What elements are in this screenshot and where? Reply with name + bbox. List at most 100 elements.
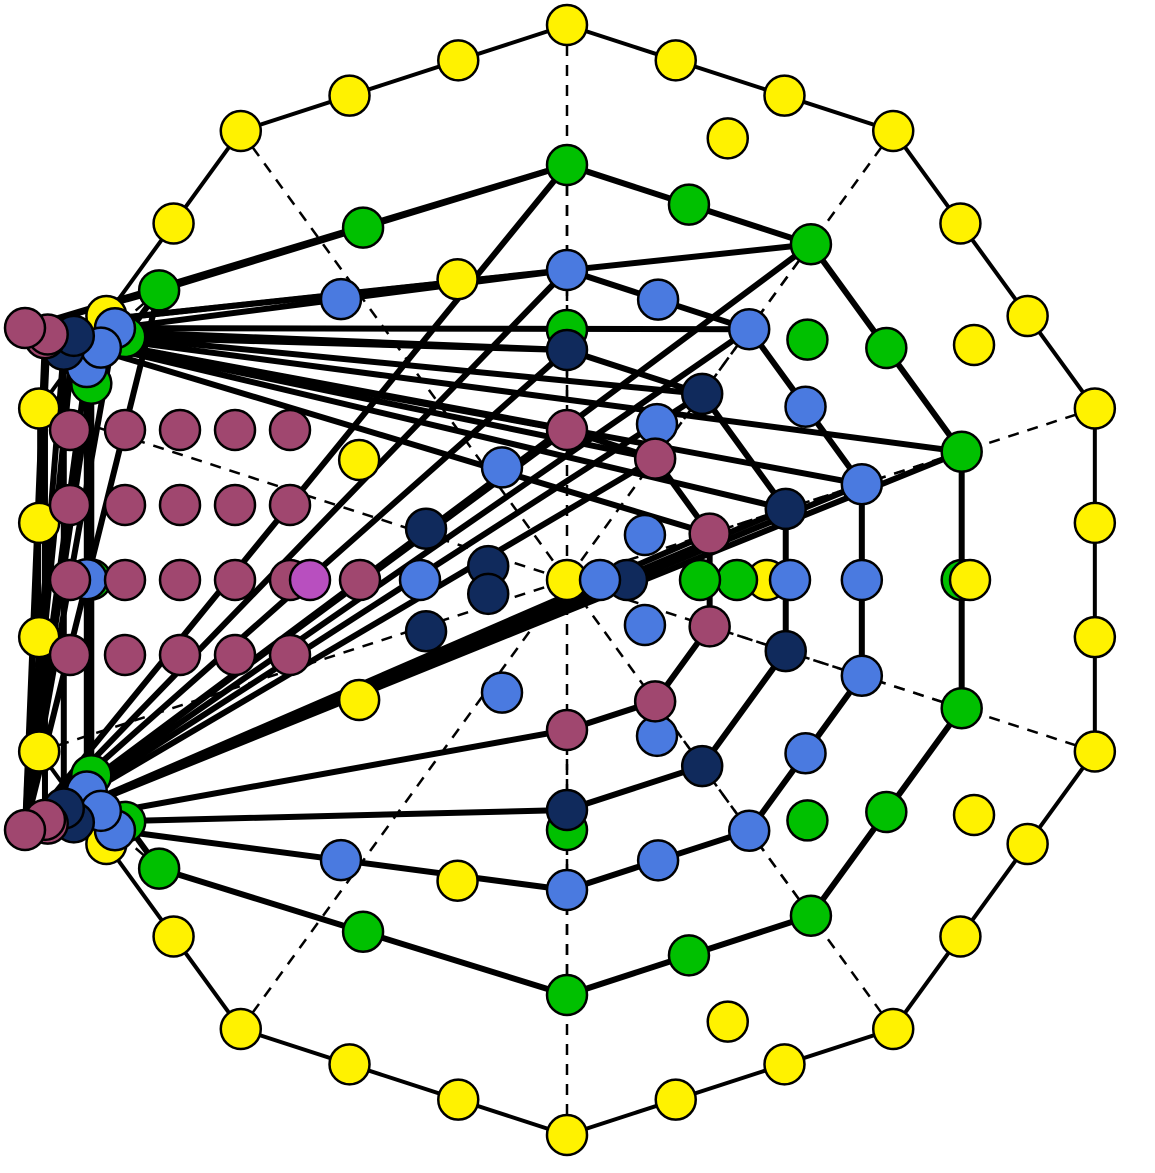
node-maroon	[690, 606, 730, 646]
node-maroon	[105, 410, 145, 450]
node-maroon	[690, 514, 730, 554]
node-maroon	[50, 560, 90, 600]
node-yellow	[221, 1009, 261, 1049]
node-blue	[729, 309, 769, 349]
node-navy	[406, 509, 446, 549]
node-magenta	[290, 560, 330, 600]
node-maroon	[270, 485, 310, 525]
node-yellow	[873, 1009, 913, 1049]
node-maroon	[270, 635, 310, 675]
node-yellow	[1075, 732, 1115, 772]
node-green	[787, 320, 827, 360]
node-maroon	[635, 681, 675, 721]
node-yellow	[1008, 296, 1048, 336]
node-green	[791, 896, 831, 936]
node-blue	[482, 447, 522, 487]
node-green	[343, 208, 383, 248]
node-yellow	[330, 76, 370, 116]
node-maroon	[160, 560, 200, 600]
node-yellow	[656, 1080, 696, 1120]
node-yellow	[547, 1115, 587, 1155]
node-maroon	[160, 635, 200, 675]
node-maroon	[270, 410, 310, 450]
node-maroon	[50, 485, 90, 525]
node-green	[717, 560, 757, 600]
node-yellow	[339, 680, 379, 720]
node-yellow	[19, 732, 59, 772]
node-green	[547, 975, 587, 1015]
node-maroon	[160, 410, 200, 450]
node-blue	[580, 560, 620, 600]
node-maroon	[5, 308, 45, 348]
node-maroon	[105, 635, 145, 675]
node-yellow	[438, 259, 478, 299]
node-blue	[625, 605, 665, 645]
node-maroon	[50, 635, 90, 675]
node-green	[866, 792, 906, 832]
node-yellow	[438, 1080, 478, 1120]
node-maroon	[635, 439, 675, 479]
node-yellow	[547, 5, 587, 45]
node-yellow	[708, 1002, 748, 1042]
node-green	[866, 328, 906, 368]
node-yellow	[221, 111, 261, 151]
node-green	[942, 432, 982, 472]
node-navy	[766, 489, 806, 529]
node-blue	[482, 673, 522, 713]
node-maroon	[160, 485, 200, 525]
node-green	[791, 224, 831, 264]
node-blue	[842, 464, 882, 504]
node-maroon	[5, 810, 45, 850]
node-blue	[400, 560, 440, 600]
node-yellow	[339, 440, 379, 480]
node-maroon	[105, 560, 145, 600]
node-blue	[547, 870, 587, 910]
node-maroon	[340, 560, 380, 600]
node-blue	[729, 811, 769, 851]
node-navy	[766, 631, 806, 671]
node-navy	[682, 374, 722, 414]
node-maroon	[50, 410, 90, 450]
node-blue	[786, 733, 826, 773]
node-blue	[638, 280, 678, 320]
node-blue	[842, 560, 882, 600]
node-yellow	[954, 325, 994, 365]
node-yellow	[154, 203, 194, 243]
node-yellow	[940, 203, 980, 243]
node-yellow	[330, 1044, 370, 1084]
node-green	[343, 912, 383, 952]
node-blue	[638, 840, 678, 880]
node-yellow	[438, 861, 478, 901]
node-navy	[682, 746, 722, 786]
node-navy	[547, 790, 587, 830]
node-blue	[321, 840, 361, 880]
edge-dashed	[567, 580, 893, 1029]
edge-dashed	[567, 131, 893, 580]
node-green	[787, 800, 827, 840]
node-maroon	[547, 710, 587, 750]
node-yellow	[764, 76, 804, 116]
node-maroon	[215, 410, 255, 450]
node-blue	[842, 656, 882, 696]
node-yellow	[940, 917, 980, 957]
node-green	[942, 688, 982, 728]
node-green	[139, 849, 179, 889]
node-green	[680, 560, 720, 600]
node-yellow	[154, 917, 194, 957]
node-maroon	[215, 635, 255, 675]
node-yellow	[950, 560, 990, 600]
node-blue	[625, 515, 665, 555]
node-blue	[770, 560, 810, 600]
node-blue	[786, 387, 826, 427]
node-maroon	[547, 410, 587, 450]
node-green	[669, 185, 709, 225]
node-navy	[468, 574, 508, 614]
node-yellow	[1075, 388, 1115, 428]
node-maroon	[105, 485, 145, 525]
node-green	[669, 935, 709, 975]
node-yellow	[708, 118, 748, 158]
node-maroon	[215, 485, 255, 525]
node-green	[139, 270, 179, 310]
node-navy	[406, 611, 446, 651]
node-yellow	[1075, 617, 1115, 657]
